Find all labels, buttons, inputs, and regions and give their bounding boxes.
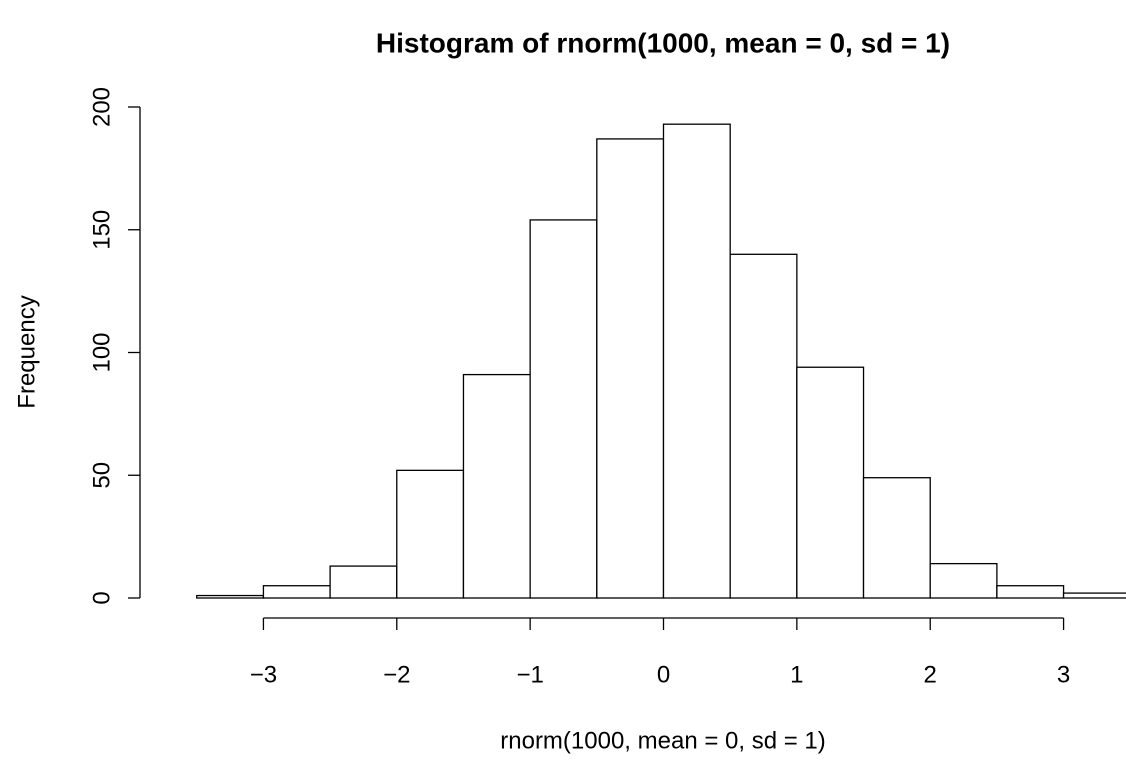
bar [329, 565, 398, 599]
chart-title: Histogram of rnorm(1000, mean = 0, sd = … [376, 27, 950, 58]
bar [929, 562, 998, 599]
x-tick-label: −1 [516, 661, 543, 688]
bar [996, 585, 1065, 599]
bar [862, 477, 931, 599]
y-axis-label: Frequency [13, 295, 40, 408]
bar [462, 373, 531, 599]
x-tick-label: 3 [1057, 661, 1070, 688]
bar [1062, 592, 1126, 599]
y-tick-label: 100 [88, 332, 115, 372]
x-axis-label: rnorm(1000, mean = 0, sd = 1) [500, 727, 826, 754]
bar [596, 138, 665, 599]
x-tick-label: 0 [657, 661, 670, 688]
x-tick-label: 1 [790, 661, 803, 688]
bar [396, 469, 465, 599]
x-tick-label: 2 [924, 661, 937, 688]
x-tick-label: −2 [383, 661, 410, 688]
bar [529, 219, 598, 599]
y-tick-label: 150 [88, 210, 115, 250]
bar [196, 594, 265, 599]
bar [662, 123, 731, 599]
y-tick-label: 200 [88, 87, 115, 127]
bar [796, 366, 865, 599]
y-tick-label: 0 [88, 591, 115, 604]
bar [262, 585, 331, 599]
y-tick-label: 50 [88, 462, 115, 489]
x-tick-label: −3 [250, 661, 277, 688]
bar [729, 253, 798, 599]
